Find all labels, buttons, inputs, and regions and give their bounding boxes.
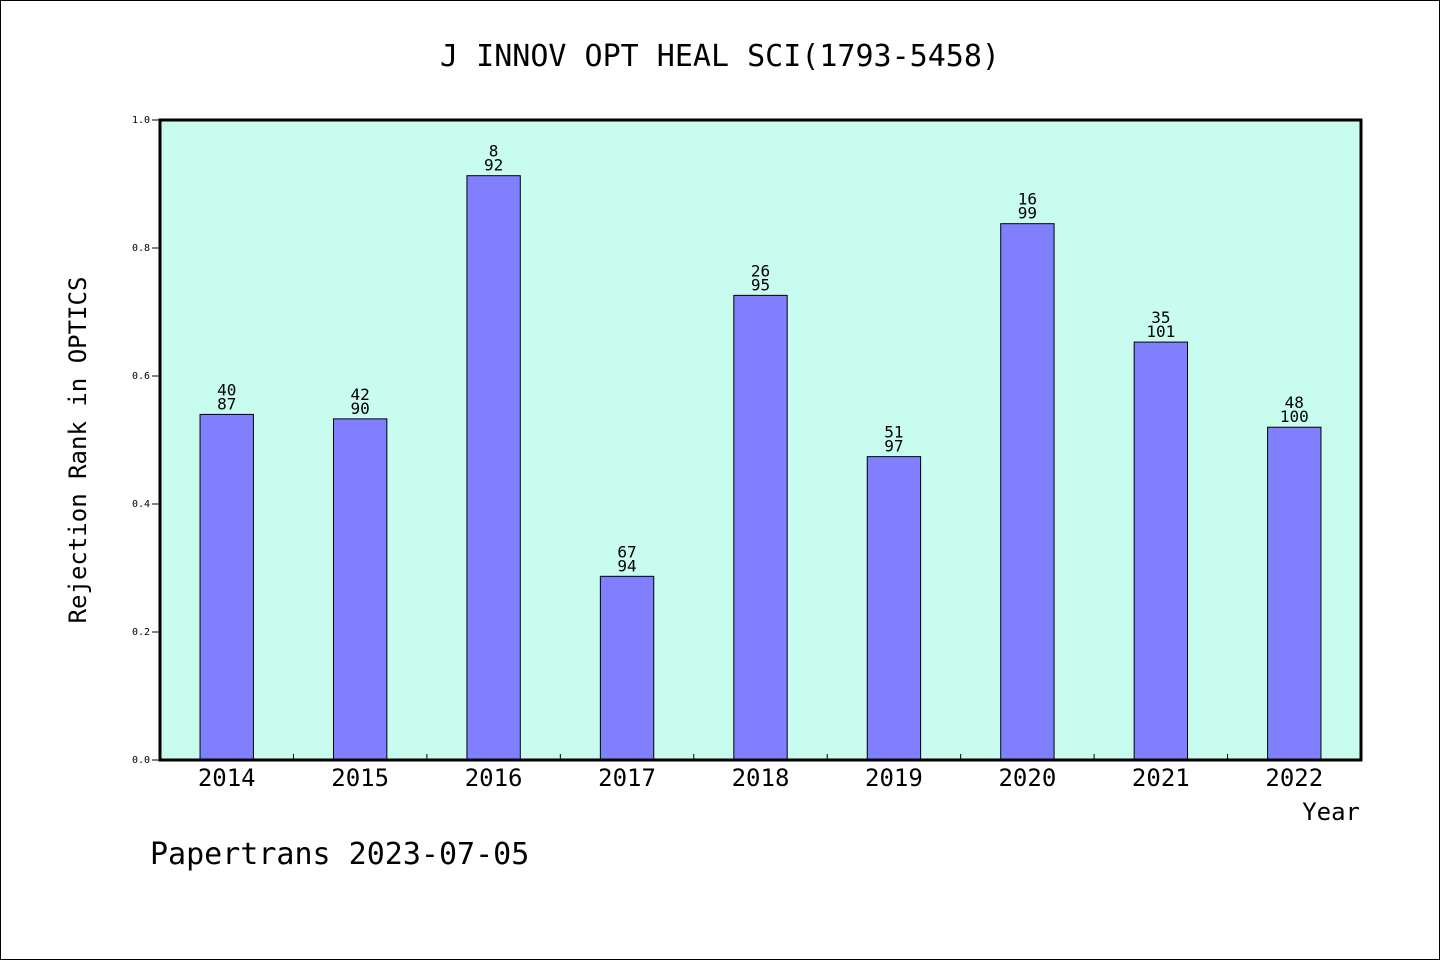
bar-label-bottom: 97 xyxy=(884,437,903,456)
bar-2022 xyxy=(1267,426,1322,761)
y-tick-label: 0.2 xyxy=(132,627,150,638)
bar-label-top: 40 xyxy=(217,380,236,399)
x-tick-label: 2019 xyxy=(865,764,923,792)
bar-label-bottom: 87 xyxy=(217,394,236,413)
x-tick-label: 2016 xyxy=(465,764,523,792)
bar-2016 xyxy=(466,175,521,761)
bar-label-bottom: 90 xyxy=(351,399,370,418)
x-tick-label: 2018 xyxy=(732,764,790,792)
bar-label-top: 51 xyxy=(884,423,903,442)
bar-2018 xyxy=(733,294,788,761)
y-tick-label: 0.4 xyxy=(132,499,150,510)
bar-2014 xyxy=(199,413,254,761)
bar-label-bottom: 99 xyxy=(1018,204,1037,223)
x-axis: 2014 2015 2016 2017 2018 2019 2020 2021 2022 xyxy=(198,754,1323,792)
x-tick-label: 2014 xyxy=(198,764,256,792)
bar-label-bottom: 95 xyxy=(751,275,770,294)
chart-title: J INNOV OPT HEAL SCI(1793-5458) xyxy=(440,39,1000,74)
plot-border xyxy=(158,118,1363,762)
bar-2021 xyxy=(1133,341,1189,761)
x-tick-label: 2021 xyxy=(1132,764,1190,792)
bar-2017 xyxy=(599,575,655,761)
x-tick-label: 2015 xyxy=(331,764,389,792)
bar-label-top: 35 xyxy=(1151,308,1170,327)
y-axis: 0.0 0.2 0.4 0.6 0.8 1.0 xyxy=(132,115,160,766)
x-axis-label: Year xyxy=(1302,798,1360,826)
y-axis-label: Rejection Rank in OPTICS xyxy=(64,277,92,624)
bar-2015 xyxy=(332,418,388,761)
bar-label-bottom: 100 xyxy=(1280,407,1309,426)
bar-label-top: 48 xyxy=(1285,393,1304,412)
y-tick-label: 0.0 xyxy=(132,755,150,766)
y-tick-label: 1.0 xyxy=(132,115,150,126)
bar-label-bottom: 94 xyxy=(617,556,636,575)
bar-2019 xyxy=(866,456,922,761)
y-tick-label: 0.8 xyxy=(132,243,150,254)
x-tick-label: 2022 xyxy=(1265,764,1323,792)
x-tick-label: 2017 xyxy=(598,764,656,792)
y-tick-label: 0.6 xyxy=(132,371,150,382)
bar-label-bottom: 92 xyxy=(484,156,503,175)
bars-group xyxy=(199,175,1322,761)
bar-label-top: 67 xyxy=(617,542,636,561)
bar-label-top: 42 xyxy=(351,385,370,404)
x-tick-label: 2020 xyxy=(998,764,1056,792)
footer-note: Papertrans 2023-07-05 xyxy=(150,837,529,872)
bar-label-top: 16 xyxy=(1018,190,1037,209)
bar-label-top: 26 xyxy=(751,261,770,280)
bar-label-bottom: 101 xyxy=(1146,322,1175,341)
bar-label-top: 8 xyxy=(489,142,499,161)
bar-2020 xyxy=(1000,223,1055,761)
